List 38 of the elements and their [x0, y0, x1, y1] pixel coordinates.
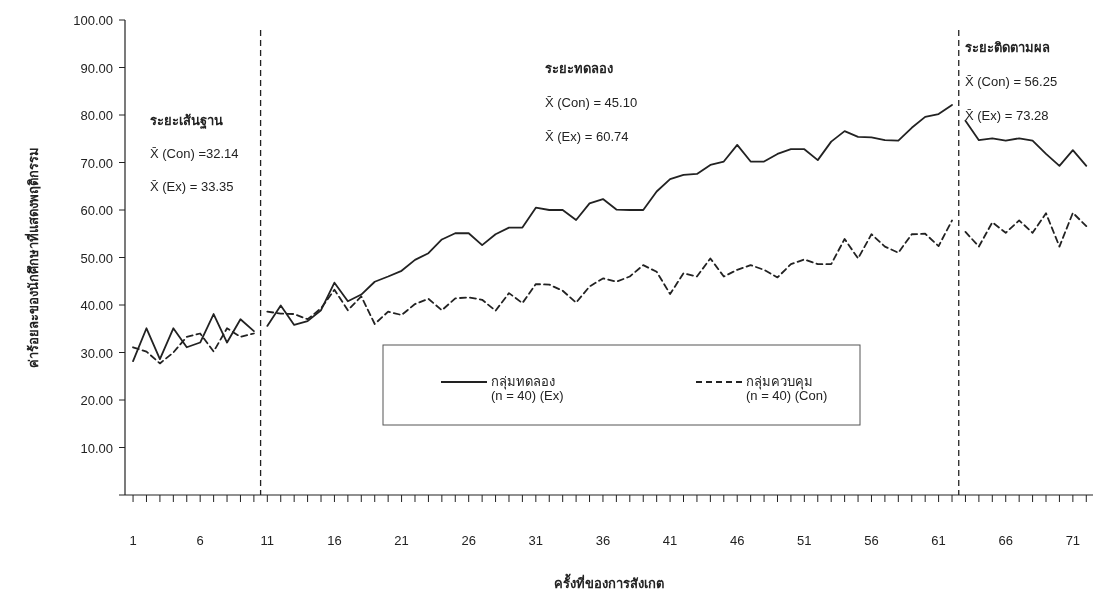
y-tick-label: 50.00 — [80, 250, 113, 266]
x-tick-label: 26 — [461, 533, 476, 548]
y-tick-label: 10.00 — [80, 440, 113, 456]
annotation: X̄ (Con) = 45.10 — [545, 95, 638, 110]
x-tick-label: 6 — [196, 533, 204, 548]
annotation: ระยะเส้นฐาน — [150, 113, 223, 130]
annotation: X̄ (Ex) = 33.35 — [150, 179, 234, 194]
y-tick-label: 20.00 — [80, 393, 113, 408]
x-tick-label: 31 — [528, 533, 544, 548]
x-tick-label: 56 — [864, 533, 879, 548]
legend-label: กลุ่มควบคุม (n = 40) (Con) — [746, 374, 828, 404]
y-axis-title: ค่าร้อยละของนักศึกษาที่แสดงพฤติกรรม — [24, 147, 41, 368]
annotation: X̄ (Con) =32.14 — [150, 146, 239, 161]
x-tick-label: 46 — [729, 533, 745, 548]
annotation: X̄ (Ex) = 73.28 — [965, 108, 1049, 123]
x-tick-label: 11 — [260, 533, 275, 548]
annotation: ระยะทดลอง — [545, 61, 613, 76]
x-tick-label: 71 — [1065, 533, 1081, 548]
x-tick-label: 16 — [327, 533, 342, 548]
y-tick-label: 80.00 — [80, 108, 113, 123]
x-tick-label: 1 — [129, 533, 137, 548]
y-tick-label: 90.00 — [80, 60, 113, 76]
x-tick-label: 21 — [394, 533, 409, 548]
y-tick-label: 70.00 — [80, 155, 113, 171]
y-tick-label: 30.00 — [80, 345, 113, 361]
annotation: X̄ (Ex) = 60.74 — [545, 129, 629, 144]
y-tick-label: 100.00 — [73, 13, 113, 28]
x-tick-label: 66 — [998, 533, 1013, 548]
annotation: X̄ (Con) = 56.25 — [965, 74, 1058, 89]
annotation: ระยะติดตามผล — [965, 40, 1050, 55]
x-axis-title: ครั้งที่ของการสังเกต — [554, 573, 664, 591]
y-tick-label: 60.00 — [80, 203, 113, 218]
x-tick-label: 41 — [662, 533, 678, 548]
legend-label: กลุ่มทดลอง (n = 40) (Ex) — [491, 374, 564, 404]
x-tick-label: 36 — [595, 533, 611, 548]
y-tick-label: 40.00 — [80, 298, 113, 313]
x-tick-label: 51 — [797, 533, 812, 548]
x-tick-label: 61 — [931, 533, 946, 548]
